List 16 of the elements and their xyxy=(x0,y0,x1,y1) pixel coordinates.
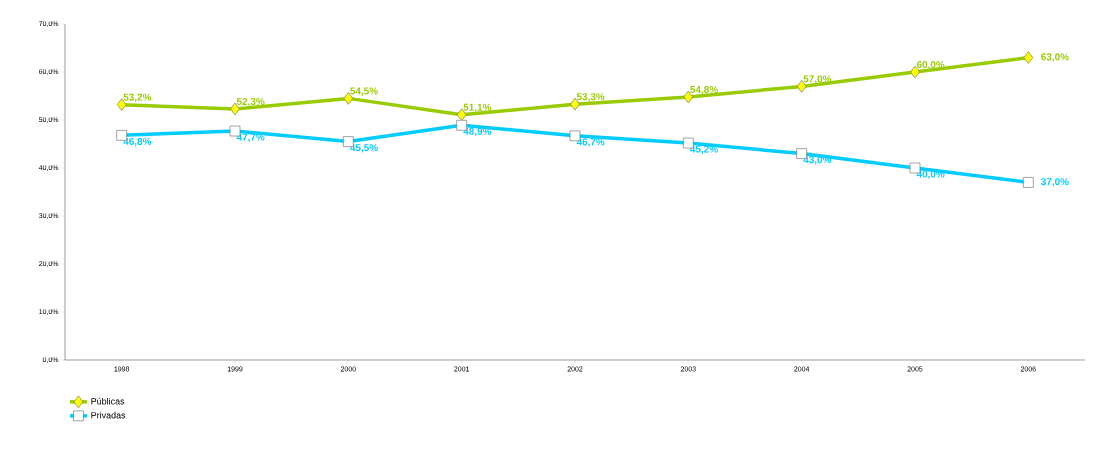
legend-label: Públicas xyxy=(91,397,125,405)
data-label: 60,0% xyxy=(916,60,945,70)
data-label: 46,7% xyxy=(576,138,605,147)
data-label: 54,8% xyxy=(690,85,718,95)
data-label: 53,3% xyxy=(576,93,605,102)
legend-label: Privadas xyxy=(91,411,126,419)
data-label: 46,8% xyxy=(123,137,152,147)
data-label: 52,3% xyxy=(236,97,265,107)
data-label: 53,2% xyxy=(123,93,152,103)
data-label: 51,1% xyxy=(463,103,492,113)
data-label: 45,2% xyxy=(690,145,718,155)
data-label: 37,0% xyxy=(1041,178,1069,187)
data-label: 63,0% xyxy=(1041,53,1069,62)
data-label: 45,5% xyxy=(350,144,378,153)
data-label: 54,5% xyxy=(350,87,378,96)
data-label: 57,0% xyxy=(803,75,832,84)
